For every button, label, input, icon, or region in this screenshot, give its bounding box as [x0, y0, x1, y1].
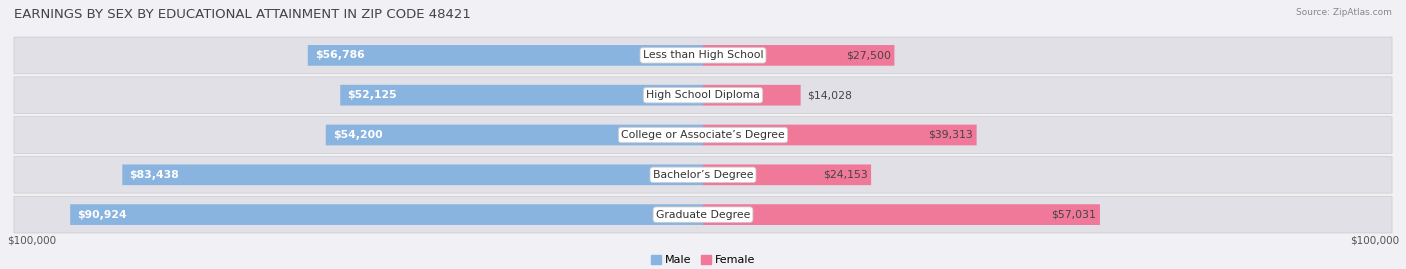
Text: $39,313: $39,313	[928, 130, 973, 140]
Text: Bachelor’s Degree: Bachelor’s Degree	[652, 170, 754, 180]
Text: $54,200: $54,200	[333, 130, 382, 140]
Text: $52,125: $52,125	[347, 90, 396, 100]
Text: $100,000: $100,000	[7, 235, 56, 245]
FancyBboxPatch shape	[14, 117, 1392, 153]
FancyBboxPatch shape	[703, 85, 800, 105]
FancyBboxPatch shape	[70, 204, 703, 225]
Text: High School Diploma: High School Diploma	[647, 90, 759, 100]
FancyBboxPatch shape	[14, 77, 1392, 114]
Text: $83,438: $83,438	[129, 170, 179, 180]
FancyBboxPatch shape	[14, 37, 1392, 74]
Text: Graduate Degree: Graduate Degree	[655, 210, 751, 220]
Text: $90,924: $90,924	[77, 210, 127, 220]
Text: $100,000: $100,000	[1350, 235, 1399, 245]
FancyBboxPatch shape	[14, 196, 1392, 233]
FancyBboxPatch shape	[703, 45, 894, 66]
Legend: Male, Female: Male, Female	[647, 250, 759, 269]
Text: Source: ZipAtlas.com: Source: ZipAtlas.com	[1296, 8, 1392, 17]
FancyBboxPatch shape	[703, 164, 872, 185]
FancyBboxPatch shape	[308, 45, 703, 66]
FancyBboxPatch shape	[703, 204, 1099, 225]
Text: $56,786: $56,786	[315, 50, 364, 60]
Text: EARNINGS BY SEX BY EDUCATIONAL ATTAINMENT IN ZIP CODE 48421: EARNINGS BY SEX BY EDUCATIONAL ATTAINMEN…	[14, 8, 471, 21]
FancyBboxPatch shape	[326, 125, 703, 145]
Text: $24,153: $24,153	[823, 170, 868, 180]
FancyBboxPatch shape	[122, 164, 703, 185]
Text: $57,031: $57,031	[1052, 210, 1097, 220]
FancyBboxPatch shape	[340, 85, 703, 105]
Text: $14,028: $14,028	[807, 90, 852, 100]
FancyBboxPatch shape	[703, 125, 977, 145]
Text: $27,500: $27,500	[846, 50, 891, 60]
Text: College or Associate’s Degree: College or Associate’s Degree	[621, 130, 785, 140]
Text: Less than High School: Less than High School	[643, 50, 763, 60]
FancyBboxPatch shape	[14, 157, 1392, 193]
